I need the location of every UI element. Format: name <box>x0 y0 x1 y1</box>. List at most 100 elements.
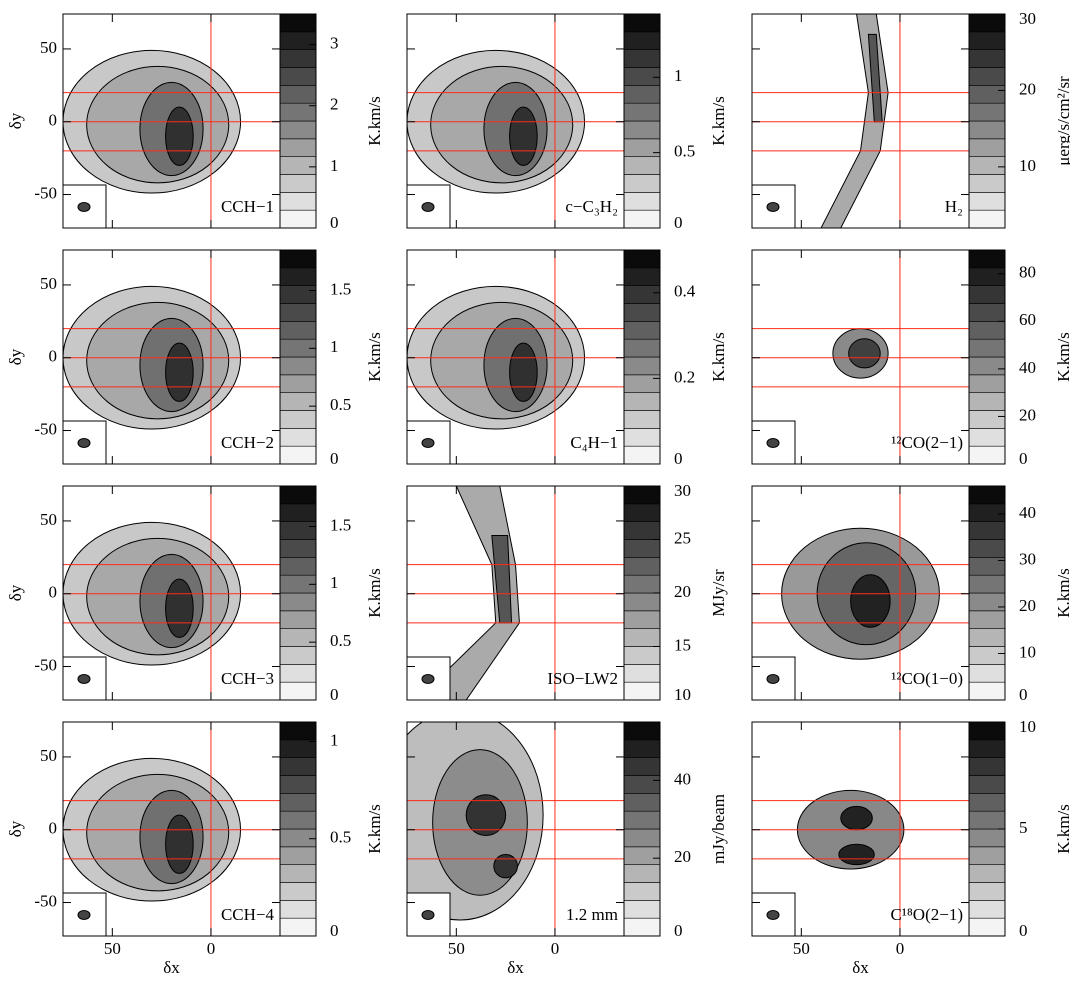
y-tick-label: 50 <box>40 746 57 765</box>
x-tick-label: 0 <box>551 939 560 958</box>
colorbar-step <box>623 67 661 86</box>
beam <box>77 674 91 684</box>
colorbar-step <box>279 610 317 629</box>
colorbar-step <box>623 810 661 830</box>
colorbar-step <box>968 592 1006 612</box>
colorbar-tick-label: 0 <box>1019 921 1028 940</box>
colorbar-tick-label: 1.5 <box>330 515 351 534</box>
colorbar-step <box>968 846 1006 865</box>
colorbar-step <box>623 900 661 919</box>
colorbar-step <box>968 120 1006 140</box>
colorbar-step <box>279 49 317 68</box>
panel-label: ISO−LW2 <box>547 669 618 688</box>
colorbar-frame <box>279 485 317 701</box>
colorbar-step <box>279 557 317 576</box>
colorbar-tick-label: 0.5 <box>330 395 351 414</box>
x-tick-label: 50 <box>793 939 810 958</box>
colorbar-step <box>968 392 1006 411</box>
colorbar-step <box>968 374 1006 393</box>
colorbar-tick-label: 0 <box>330 921 339 940</box>
colorbar-tick-label: 30 <box>674 481 691 500</box>
colorbar-step <box>623 681 661 701</box>
colorbar-step <box>968 646 1006 665</box>
panel-label: c−C₃H₂ <box>565 197 618 216</box>
colorbar-tick-label: 20 <box>1019 596 1036 615</box>
colorbar-tick-label: 10 <box>1019 642 1036 661</box>
colorbar-step <box>279 249 317 269</box>
colorbar-step <box>623 138 661 157</box>
panel: C₄H−1 0 0.2 0.4 K.km/s <box>406 249 728 468</box>
colorbar-step <box>968 31 1006 50</box>
panel: H₂ 10 20 30 μerg/s/cm²/sr <box>751 9 1070 229</box>
beam <box>421 910 435 920</box>
x-tick-label: 0 <box>207 939 216 958</box>
x-axis-label: δx <box>852 958 869 977</box>
colorbar-step <box>623 102 661 122</box>
colorbar-tick-label: 1 <box>330 573 339 592</box>
colorbar-step <box>623 828 661 848</box>
panel: CCH−4 50 0 -50 0 50 δx δy 0 0.5 1 K.km/s <box>6 721 384 977</box>
colorbar-step <box>968 664 1006 683</box>
panel-label: ¹²CO(1−0) <box>891 669 963 688</box>
colorbar-step <box>968 49 1006 68</box>
emission <box>838 843 875 866</box>
emission <box>493 853 518 879</box>
colorbar-step <box>968 864 1006 883</box>
emission <box>465 794 507 837</box>
x-axis-label: δx <box>507 958 524 977</box>
colorbar-label: K.km/s <box>1054 332 1070 382</box>
y-tick-label: 0 <box>49 347 58 366</box>
colorbar-step <box>968 485 1006 505</box>
colorbar-label: K.km/s <box>365 568 384 618</box>
y-tick-label: 50 <box>40 38 57 57</box>
colorbar-frame <box>623 13 661 229</box>
colorbar-step <box>623 882 661 901</box>
colorbar-step <box>968 174 1006 193</box>
colorbar-step <box>968 410 1006 429</box>
emission <box>840 805 873 831</box>
colorbar-label: K.km/s <box>1054 568 1070 618</box>
y-tick-label: -50 <box>34 891 57 910</box>
colorbar-step <box>279 156 317 175</box>
y-tick-label: -50 <box>34 419 57 438</box>
map-image <box>820 14 889 228</box>
colorbar-tick-label: 0 <box>674 449 683 468</box>
colorbar-tick-label: 40 <box>1019 358 1036 377</box>
y-tick-label: 0 <box>49 111 58 130</box>
colorbar-frame <box>279 249 317 465</box>
colorbar-tick-label: 0 <box>1019 685 1028 704</box>
colorbar-step <box>623 374 661 393</box>
colorbar-tick-label: 30 <box>1019 9 1036 28</box>
colorbar-step <box>279 882 317 901</box>
colorbar-step <box>623 303 661 322</box>
colorbar-tick-label: 0.5 <box>330 631 351 650</box>
colorbar-step <box>968 156 1006 175</box>
colorbar-tick-label: 0.4 <box>674 282 696 301</box>
colorbar-step <box>968 628 1006 647</box>
colorbar-tick-label: 40 <box>674 769 691 788</box>
colorbar-step <box>968 249 1006 269</box>
colorbar-step <box>968 828 1006 848</box>
colorbar-step <box>968 503 1006 522</box>
colorbar-step <box>968 267 1006 286</box>
panel-label: CCH−4 <box>221 905 275 924</box>
panel: ISO−LW2 10 15 20 25 30 MJy/sr <box>406 481 728 704</box>
colorbar-step <box>623 646 661 665</box>
colorbar-step <box>623 503 661 522</box>
colorbar-step <box>279 775 317 794</box>
colorbar-frame <box>279 13 317 229</box>
colorbar-tick-label: 0 <box>674 921 683 940</box>
colorbar-step <box>968 192 1006 211</box>
emission <box>165 578 194 638</box>
y-tick-label: -50 <box>34 655 57 674</box>
colorbar-step <box>623 592 661 612</box>
colorbar-step <box>968 739 1006 758</box>
colorbar-tick-label: 1 <box>330 337 339 356</box>
colorbar-tick-label: 2 <box>330 95 339 114</box>
colorbar-step <box>968 428 1006 447</box>
colorbar-step <box>968 810 1006 830</box>
colorbar-tick-label: 3 <box>330 33 339 52</box>
x-tick-label: 50 <box>448 939 465 958</box>
panel: ¹²CO(1−0) 0 10 20 30 40 K.km/s <box>751 485 1070 704</box>
